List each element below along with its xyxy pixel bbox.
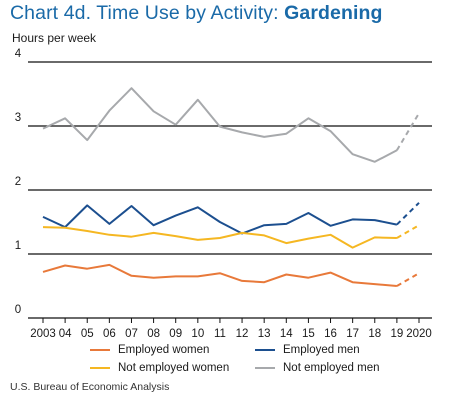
series-line-employed-men: [42, 204, 398, 235]
series-projection-employed-women: [396, 272, 420, 287]
x-tick-label: 06: [103, 328, 116, 340]
chart-title: Chart 4d. Time Use by Activity: Gardenin…: [10, 2, 383, 24]
x-tick-label: 19: [390, 328, 403, 340]
x-tick-label: 17: [346, 328, 359, 340]
series-projection-not-employed-women: [396, 224, 420, 239]
y-axis-label: Hours per week: [12, 31, 97, 45]
chart-subtitle: Gardening: [284, 2, 383, 24]
x-tick-label: 18: [368, 328, 381, 340]
x-tick-label: 07: [125, 328, 138, 340]
x-tick-label: 2020: [406, 328, 432, 340]
y-tick-label: 0: [15, 304, 21, 316]
x-tick-label: 11: [214, 328, 226, 340]
series-line-employed-women: [42, 263, 397, 287]
series-line-not-employed-men: [42, 87, 398, 163]
x-tick-label: 10: [191, 328, 204, 340]
source-note: U.S. Bureau of Economic Analysis: [10, 381, 170, 393]
x-tick-label: 04: [59, 328, 72, 340]
x-tick-label: 14: [280, 328, 293, 340]
x-tick-label: 05: [81, 328, 94, 340]
y-tick-label: 3: [15, 112, 21, 124]
series-projection-employed-men: [396, 202, 420, 226]
y-tick-label: 2: [15, 176, 21, 188]
series-line-not-employed-women: [42, 226, 397, 249]
x-tick-label: 13: [258, 328, 271, 340]
x-tick-label: 09: [169, 328, 182, 340]
x-tick-label: 12: [236, 328, 249, 340]
x-tick-label: 08: [147, 328, 160, 340]
x-tick-label: 15: [302, 328, 315, 340]
x-tick-label: 16: [324, 328, 337, 340]
y-tick-label: 4: [15, 48, 22, 60]
series-projection-not-employed-men: [396, 112, 420, 151]
y-tick-label: 1: [15, 240, 21, 252]
x-tick-label: 2003: [30, 328, 56, 340]
